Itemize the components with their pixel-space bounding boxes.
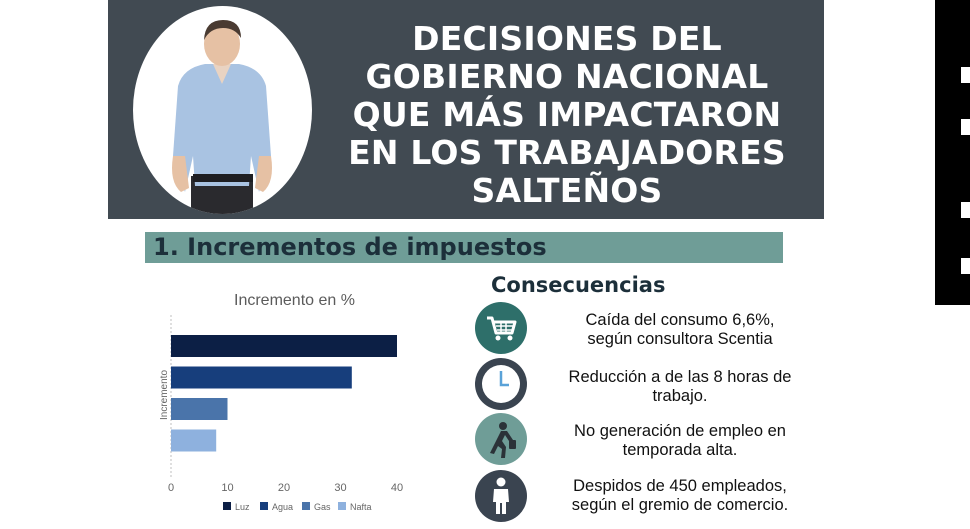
- x-tick-label: 40: [391, 482, 403, 494]
- bar-luz: [171, 335, 397, 357]
- consequence-text-1: Caída del consumo 6,6%, según consultora…: [585, 311, 775, 348]
- person-icon: [475, 470, 527, 522]
- infographic-page: DECISIONES DEL GOBIERNO NACIONAL QUE MÁS…: [0, 0, 935, 529]
- section-title: 1. Incrementos de impuestos: [153, 233, 547, 261]
- legend-swatch-agua: [260, 502, 268, 510]
- x-tick-label: 20: [278, 482, 290, 494]
- legend-label-luz: Luz: [235, 502, 250, 512]
- legend-label-agua: Agua: [272, 502, 293, 512]
- banner-title: DECISIONES DEL GOBIERNO NACIONAL QUE MÁS…: [312, 20, 822, 210]
- section-bar: [145, 232, 783, 263]
- banner-title-line-4: EN LOS TRABAJADORES: [348, 133, 786, 172]
- legend-swatch-nafta: [338, 502, 346, 510]
- bar-gas: [171, 398, 228, 420]
- consequence-text-3: No generación de empleo en temporada alt…: [574, 422, 786, 459]
- right-fragment-2: [961, 119, 970, 135]
- y-axis-label: Incremento: [159, 370, 170, 420]
- consequence-text-2: Reducción a de las 8 horas de trabajo.: [568, 368, 792, 405]
- banner-title-line-3: QUE MÁS IMPACTARON: [352, 95, 782, 134]
- banner-title-line-2: GOBIERNO NACIONAL: [365, 57, 769, 96]
- bar-chart: Incremento 0 10 20 30 40 Luz Agua Gas Nafta: [159, 315, 403, 512]
- bar-agua: [171, 366, 352, 389]
- clock-icon: [475, 358, 527, 410]
- worker-icon: [475, 413, 527, 465]
- right-white-area: [935, 305, 970, 529]
- portrait-photo: [133, 6, 312, 214]
- x-tick-label: 0: [168, 482, 174, 494]
- right-fragment-3: [961, 202, 970, 218]
- x-tick-label: 10: [221, 482, 233, 494]
- shopping-cart-icon: [475, 302, 527, 354]
- bar-nafta: [171, 429, 217, 452]
- banner-title-line-1: DECISIONES DEL: [412, 19, 722, 58]
- consequence-text-4: Despidos de 450 empleados, según el grem…: [571, 477, 789, 514]
- legend-label-gas: Gas: [314, 502, 331, 512]
- banner-title-line-5: SALTEÑOS: [471, 171, 663, 210]
- legend-swatch-gas: [302, 502, 310, 510]
- legend-label-nafta: Nafta: [350, 502, 372, 512]
- left-margin: [0, 0, 26, 529]
- chart-title: Incremento en %: [234, 292, 355, 309]
- consequences-title: Consecuencias: [491, 273, 666, 297]
- right-fragment-4: [961, 258, 970, 274]
- right-fragment-1: [961, 67, 970, 83]
- legend-swatch-luz: [223, 502, 231, 510]
- x-tick-label: 30: [334, 482, 346, 494]
